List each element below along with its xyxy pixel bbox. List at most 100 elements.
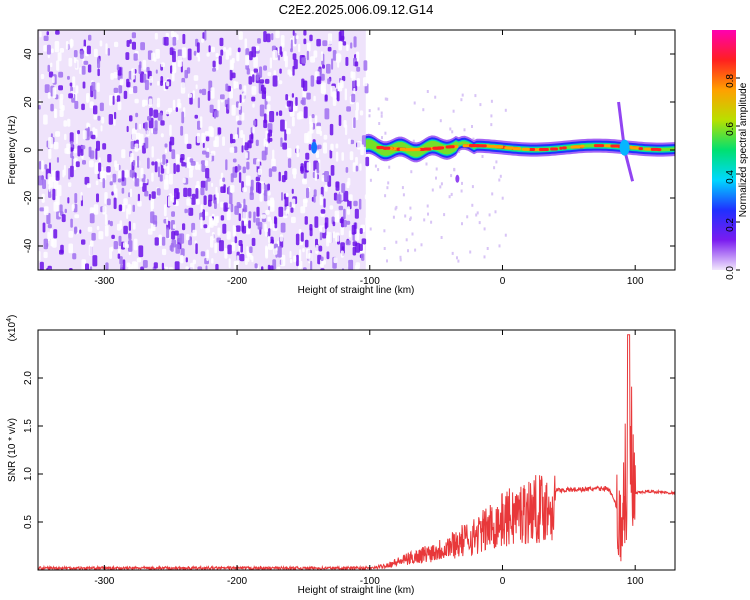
noise-cell [134, 143, 139, 152]
noise-speck [378, 122, 381, 125]
noise-cell [236, 255, 240, 265]
noise-cell [72, 203, 75, 209]
noise-cell [123, 225, 128, 235]
noise-cell [198, 164, 201, 171]
noise-cell [335, 181, 340, 191]
snr-y-axis-label: SNR (10 * v/v) [7, 418, 18, 482]
noise-cell [242, 166, 246, 174]
noise-cell [242, 225, 247, 234]
noise-cell [98, 231, 104, 240]
colorbar-label: Normalized spectral amplitude [738, 82, 749, 217]
noise-cell [183, 187, 188, 197]
noise-cell [125, 52, 130, 60]
noise-cell [238, 31, 243, 40]
noise-cell [102, 206, 107, 215]
noise-cell [106, 166, 111, 173]
noise-cell [350, 42, 353, 49]
y-tick-label: -40 [23, 238, 34, 253]
noise-cell [112, 95, 115, 105]
noise-cell [75, 132, 78, 144]
y-tick-label: 2.0 [23, 371, 34, 385]
noise-cell [243, 219, 248, 225]
noise-cell [57, 52, 62, 62]
noise-cell [93, 48, 98, 58]
noise-cell [300, 232, 304, 242]
noise-cell [257, 38, 261, 44]
noise-cell [134, 178, 140, 187]
noise-cell [66, 143, 71, 155]
noise-cell [55, 170, 60, 181]
noise-cell [217, 99, 220, 111]
noise-cell [266, 95, 271, 102]
colorbar-tick-label: 0.8 [725, 74, 736, 88]
noise-cell [137, 193, 140, 203]
noise-cell [201, 209, 205, 221]
noise-cell [79, 50, 84, 59]
noise-cell [347, 138, 351, 145]
noise-cell [310, 56, 316, 63]
noise-speck [476, 211, 479, 215]
noise-cell [223, 47, 227, 52]
signal-peak [423, 147, 427, 151]
noise-cell [265, 78, 270, 84]
noise-cell [214, 199, 217, 209]
noise-cell [242, 134, 245, 146]
noise-cell [246, 68, 250, 75]
noise-cell [87, 126, 90, 137]
noise-cell [209, 218, 214, 228]
colorbar-tick-label: 0.2 [725, 218, 736, 232]
noise-cell [105, 262, 109, 270]
noise-cell [75, 161, 80, 168]
noise-cell [294, 32, 297, 45]
noise-speck [449, 127, 452, 131]
noise-cell [118, 235, 122, 247]
noise-cell [41, 193, 45, 203]
noise-cell [248, 211, 252, 219]
noise-cell [257, 168, 262, 175]
noise-cell [106, 198, 111, 206]
noise-speck [452, 109, 455, 113]
noise-speck [404, 214, 407, 218]
noise-speck [413, 101, 416, 105]
noise-cell [291, 216, 296, 224]
noise-cell [299, 260, 303, 269]
noise-cell [142, 260, 148, 268]
noise-cell [243, 85, 247, 96]
noise-cell [196, 42, 200, 53]
noise-cell [320, 73, 325, 81]
noise-speck [493, 166, 496, 170]
noise-cell [253, 211, 256, 223]
noise-cell [246, 246, 249, 255]
noise-cell [206, 249, 209, 261]
noise-cell [225, 49, 229, 60]
noise-speck [414, 248, 417, 252]
snr-frame [37, 329, 676, 571]
noise-cell [163, 204, 167, 217]
spectrogram-x-axis-label: Height of straight line (km) [298, 285, 415, 296]
noise-cell [302, 198, 308, 203]
noise-cell [68, 182, 72, 187]
noise-cell [55, 30, 60, 35]
noise-cell [68, 93, 73, 99]
noise-cell [320, 256, 324, 262]
noise-cell [359, 110, 364, 116]
noise-cell [132, 261, 137, 268]
noise-cell [156, 188, 161, 196]
noise-cell [119, 256, 123, 265]
signal-peak [562, 146, 567, 150]
noise-cell [329, 149, 333, 159]
noise-cell [154, 161, 158, 173]
noise-cell [69, 147, 74, 152]
noise-cell [91, 81, 96, 92]
noise-cell [296, 254, 299, 267]
noise-cell [210, 236, 214, 248]
noise-speck [460, 98, 463, 102]
noise-cell [306, 42, 311, 52]
noise-cell [240, 130, 244, 138]
noise-cell [132, 160, 136, 166]
noise-cell [59, 48, 64, 53]
noise-cell [149, 76, 153, 83]
noise-cell [168, 267, 174, 270]
noise-cell [343, 190, 349, 202]
noise-cell [42, 179, 46, 189]
